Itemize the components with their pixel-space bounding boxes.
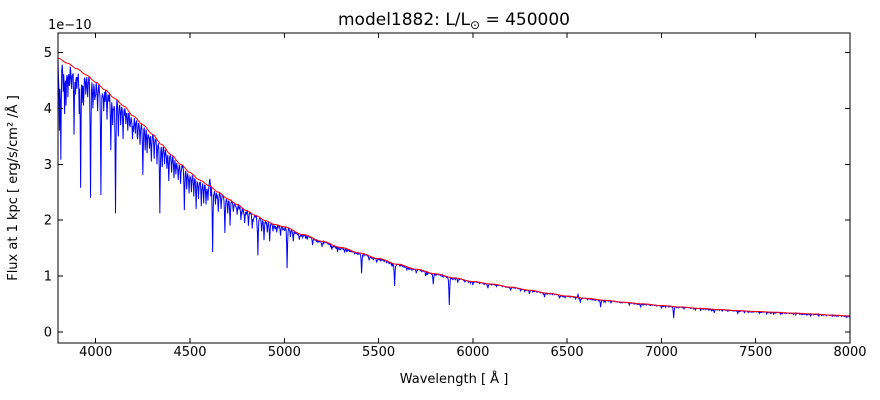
y-tick-label: 0 (44, 325, 52, 340)
x-tick-label: 8000 (833, 345, 866, 360)
x-tick-label: 4000 (79, 345, 112, 360)
y-tick-label: 5 (44, 46, 52, 61)
chart-title: model1882: L/L⊙ = 450000 (338, 10, 570, 32)
plot-area: 4000 4500 5000 5500 6000 6500 7000 7500 8000 0 1 2 3… (44, 32, 867, 360)
continuum-fit-line (58, 57, 850, 317)
x-tick-label: 7500 (739, 345, 772, 360)
y-tick-label: 2 (44, 214, 52, 229)
x-tick-label: 5000 (268, 345, 301, 360)
y-tick-label: 3 (44, 158, 52, 173)
y-tick-label: 1 (44, 270, 52, 285)
axes-frame (57, 32, 851, 344)
x-tick-label: 6500 (551, 345, 584, 360)
y-tick-label: 4 (44, 102, 52, 117)
x-tick-label: 4500 (173, 345, 206, 360)
x-tick-label: 6000 (456, 345, 489, 360)
x-axis-label: Wavelength [ Å ] (400, 371, 509, 387)
sun-symbol: ⊙ (470, 18, 480, 32)
y-axis-label: Flux at 1 kpc [ erg/s/cm² /Å ] (5, 95, 21, 281)
x-tick-label: 7000 (645, 345, 678, 360)
x-tick-label: 5500 (362, 345, 395, 360)
y-axis-offset-label: 1e−10 (48, 18, 92, 33)
